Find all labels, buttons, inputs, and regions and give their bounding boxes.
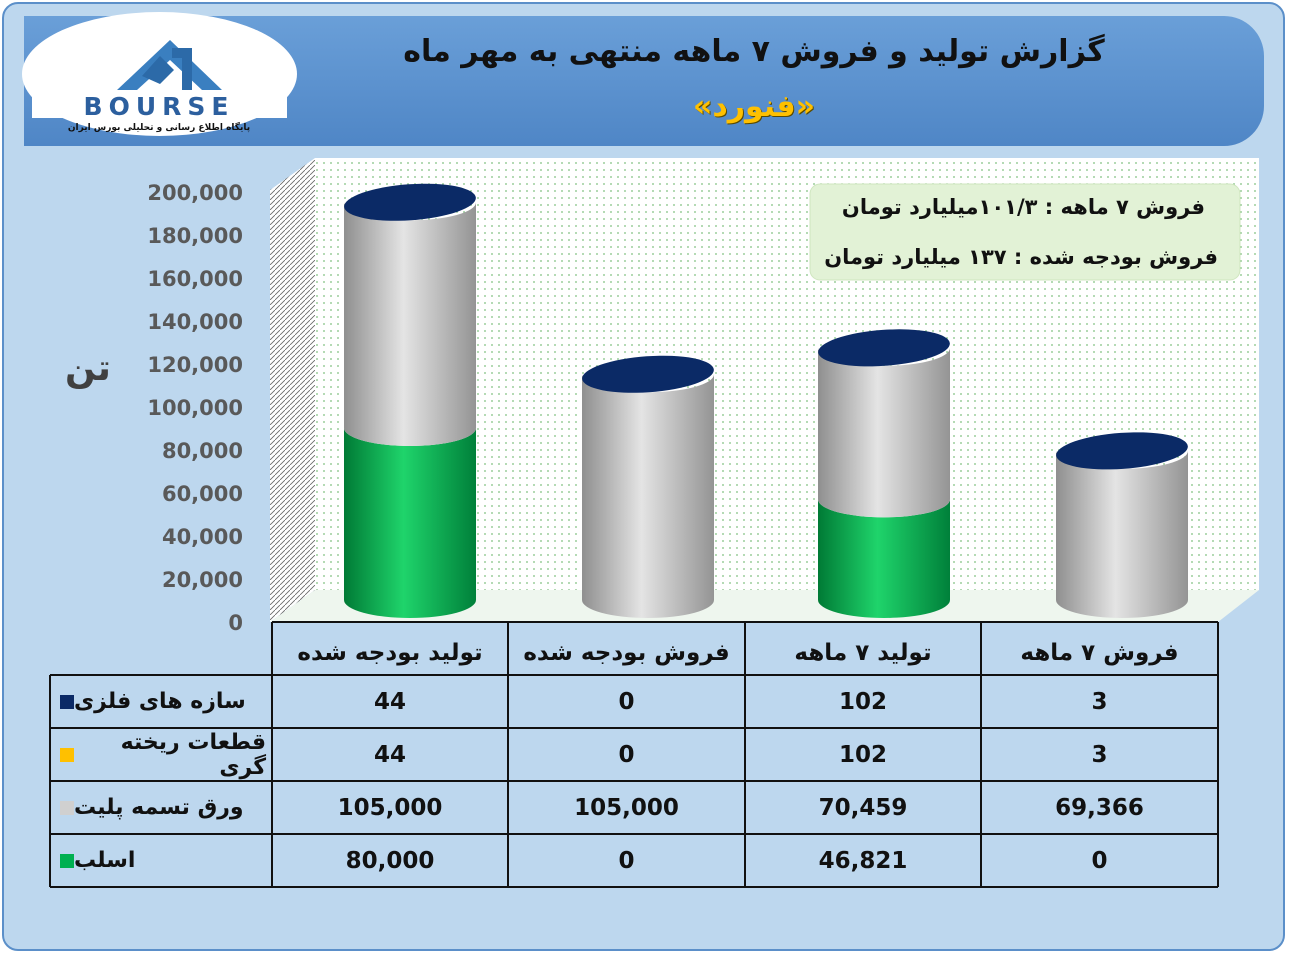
info-box [809,183,1241,281]
bar-top-cap [582,355,714,393]
table-value: 3 [1091,688,1108,715]
bar-top-cap [1056,432,1188,470]
table-value: 69,366 [1055,794,1144,821]
y-tick-label: 160,000 [147,267,243,291]
category-header: فروش بودجه شده [523,639,730,666]
logo-tagline: پایگاه اطلاع رسانی و تحلیلی بورس ایران [68,121,250,133]
legend-label: ورق تسمه پلیت [74,795,244,820]
table-value: 102 [839,688,888,715]
table-value: 80,000 [345,847,435,874]
legend-entry: قطعات ریخته گری [50,728,272,781]
y-tick-label: 180,000 [147,224,243,248]
legend-swatch [60,853,74,868]
bar-segment [344,428,476,618]
category-header: فروش ۷ ماهه [1020,639,1179,666]
table-value: 0 [618,688,635,715]
legend-swatch [60,800,74,815]
legend-swatch [60,747,74,762]
y-tick-label: 40,000 [162,525,243,549]
table-value: 105,000 [574,794,679,821]
y-tick-label: 100,000 [147,396,243,420]
y-tick-label: 200,000 [147,181,243,205]
category-header: تولید بودجه شده [297,639,483,666]
table-value: 0 [1091,847,1108,874]
plot-side-wall [270,158,315,622]
bar-segment [818,499,950,618]
y-tick-label: 80,000 [162,439,243,463]
y-axis-label: تن [65,348,111,389]
legend-label: اسلب [74,848,136,873]
bar-top-cap [344,183,476,221]
data-table-grid [49,621,1219,888]
bourse-logo-icon: BOURSE پایگاه اطلاع رسانی و تحلیلی بورس … [32,40,287,133]
bar-segment [818,347,950,518]
table-value: 3 [1091,741,1108,768]
info-box-line-1: فروش ۷ ماهه : ۱۰۱/۳میلیارد تومان [842,195,1205,219]
bar-top-cap [818,329,950,367]
table-value: 44 [374,688,407,715]
legend-swatch [60,694,74,709]
bars-group [344,183,1188,618]
y-tick-label: 140,000 [147,310,243,334]
table-value: 0 [618,847,635,874]
legend-label: سازه های فلزی [74,689,246,714]
chart-title: گزارش تولید و فروش ۷ ماهه منتهی به مهر م… [403,34,1105,69]
bar-segment [344,202,476,446]
chart-subtitle: «فنورد» [692,89,816,124]
table-value: 0 [618,741,635,768]
table-value: 102 [839,741,888,768]
bourse-logo: BOURSE پایگاه اطلاع رسانی و تحلیلی بورس … [22,12,297,136]
plot-floor [270,590,1259,622]
table-value: 105,000 [337,794,443,821]
legend-entry: ورق تسمه پلیت [50,781,272,834]
table-value: 44 [374,741,407,768]
bar-segment [1056,450,1188,618]
y-axis: 0 20,000 40,000 60,000 80,000 100,000 120,000 1… [147,181,243,635]
info-box-line-2: فروش بودجه شده : ۱۳۷ میلیارد تومان [824,245,1218,269]
legend-entry: سازه های فلزی [50,675,272,728]
y-tick-label: 60,000 [162,482,243,506]
y-tick-label: 0 [228,611,243,635]
bar-segment [582,374,714,618]
legend-entry: اسلب [50,834,272,887]
category-header: تولید ۷ ماهه [794,639,932,666]
logo-text: BOURSE [84,92,235,121]
table-value: 70,459 [818,794,908,821]
y-tick-label: 120,000 [147,353,243,377]
table-value: 46,821 [818,847,908,874]
y-tick-label: 20,000 [162,568,243,592]
legend-label: قطعات ریخته گری [120,729,266,780]
